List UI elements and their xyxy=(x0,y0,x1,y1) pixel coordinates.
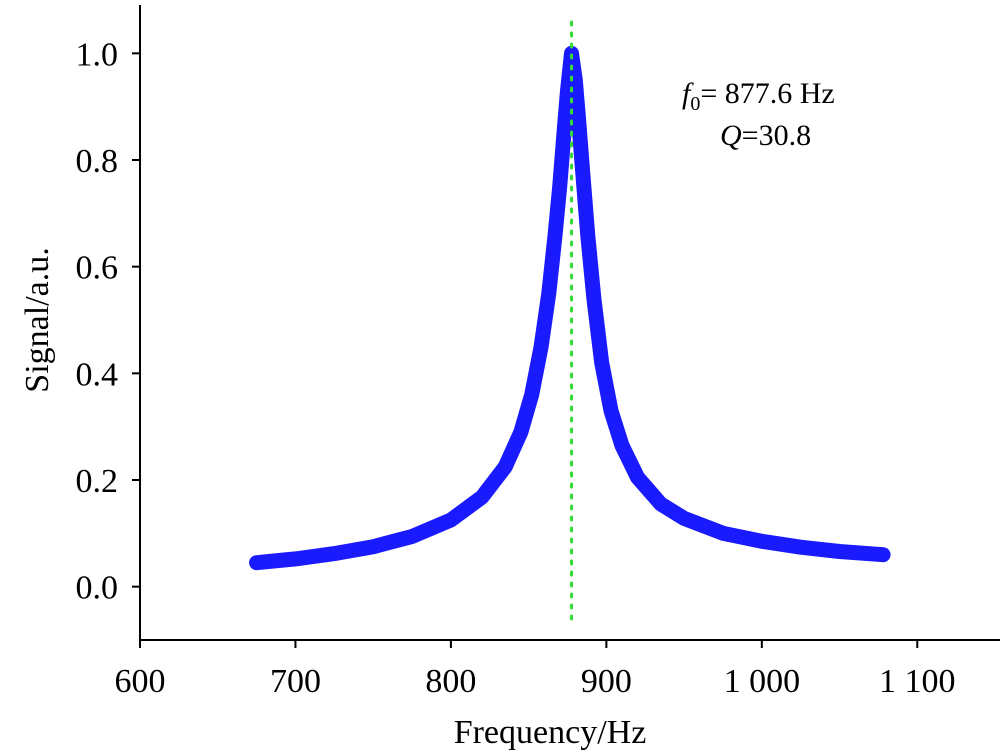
data-point xyxy=(405,529,420,544)
data-point xyxy=(498,459,513,474)
x-tick-label: 900 xyxy=(581,663,632,700)
data-point xyxy=(327,546,342,561)
data-point xyxy=(793,540,808,555)
f0-subscript: 0 xyxy=(690,93,700,115)
data-point xyxy=(288,551,303,566)
y-axis-label: Signal/a.u. xyxy=(19,247,56,392)
data-point xyxy=(580,227,595,242)
data-point xyxy=(534,339,549,354)
f0-value: = 877.6 Hz xyxy=(700,77,834,110)
data-point xyxy=(475,490,489,505)
data-point xyxy=(715,526,730,541)
data-point xyxy=(754,534,769,549)
y-tick-label: 0.0 xyxy=(76,570,119,607)
data-point xyxy=(594,355,609,370)
x-tick-label: 600 xyxy=(115,663,166,700)
axes-layer xyxy=(139,5,1000,641)
y-tick-label: 1.0 xyxy=(76,36,119,73)
y-tick-label: 0.6 xyxy=(76,250,119,287)
data-point xyxy=(548,227,563,242)
data-point xyxy=(586,291,601,306)
data-point xyxy=(571,110,586,125)
data-point xyxy=(653,497,668,511)
y-tick-label: 0.4 xyxy=(76,356,119,393)
data-point xyxy=(832,544,847,559)
data-point xyxy=(876,547,891,562)
data-point xyxy=(366,539,381,554)
x-tick-label: 1 000 xyxy=(724,663,801,700)
x-tick-label: 1 100 xyxy=(879,663,956,700)
data-point xyxy=(524,387,539,402)
q-value: =30.8 xyxy=(742,119,811,152)
x-axis-label: Frequency/Hz xyxy=(454,714,647,751)
data-point xyxy=(614,438,629,453)
data-point xyxy=(604,403,619,418)
x-tick-label: 800 xyxy=(425,663,476,700)
f0-annotation: f0= 877.6 Hz xyxy=(682,77,835,115)
data-point xyxy=(249,555,264,570)
x-tick-label: 700 xyxy=(270,663,321,700)
data-point xyxy=(564,46,579,61)
data-point xyxy=(552,179,567,194)
data-point xyxy=(513,425,528,439)
y-tick-label: 0.2 xyxy=(76,463,119,500)
data-point xyxy=(557,121,572,135)
data-point xyxy=(443,513,458,527)
data-point xyxy=(576,169,591,183)
q-annotation: Q=30.8 xyxy=(720,119,811,152)
q-symbol: Q xyxy=(720,119,742,152)
data-point xyxy=(630,470,645,485)
curve-layer xyxy=(249,45,891,571)
data-point xyxy=(541,286,556,301)
data-point xyxy=(677,511,692,526)
y-tick-label: 0.8 xyxy=(76,143,119,180)
